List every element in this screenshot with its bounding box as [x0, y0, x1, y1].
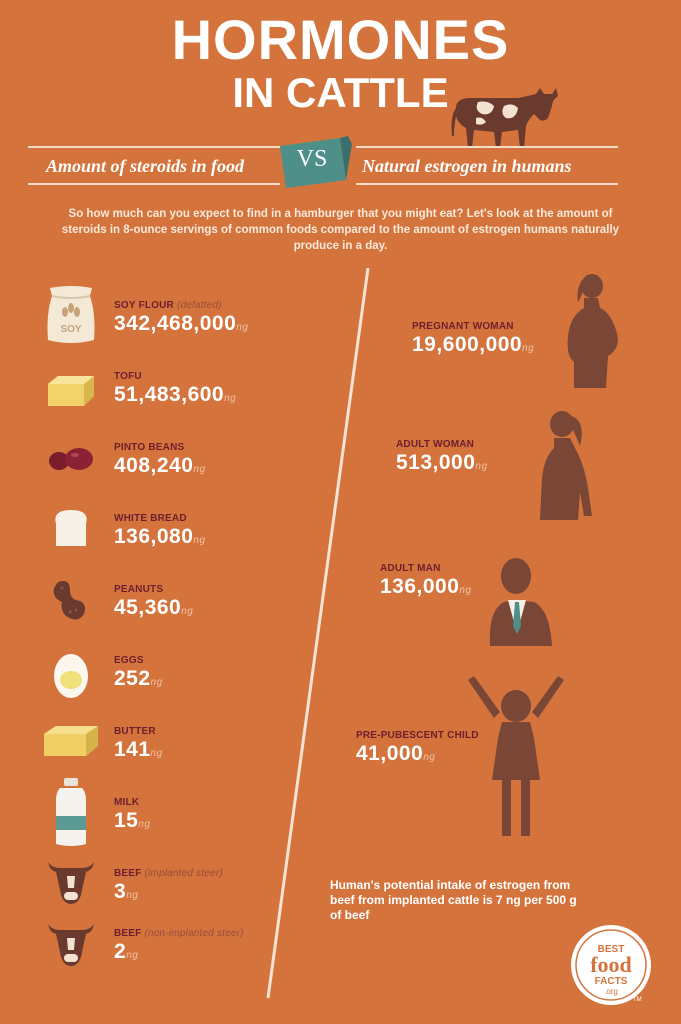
svg-text:.org: .org	[604, 987, 618, 996]
human-value-pregnant-woman: 19,600,000ng	[412, 333, 535, 356]
subtitle-rule-right-bottom	[356, 183, 618, 185]
tofu-icon	[48, 376, 94, 406]
cow-icon	[451, 88, 558, 148]
vs-label: VS	[296, 146, 328, 172]
food-value-beef-non-implanted: 2ng	[114, 940, 139, 963]
adult-man-silhouette-icon	[489, 558, 552, 646]
human-value-adult-man: 136,000ng	[380, 575, 472, 598]
food-value-beef-implanted: 3ng	[114, 880, 139, 903]
pregnant-woman-silhouette-icon	[567, 274, 618, 388]
food-value-butter: 141ng	[114, 738, 163, 761]
egg-icon	[54, 654, 88, 698]
subtitle-steroids-in-food: Amount of steroids in food	[46, 156, 245, 176]
food-label-pinto-beans: PINTO BEANS	[114, 442, 185, 453]
food-label-eggs: EGGS	[114, 655, 144, 666]
pinto-beans-icon	[49, 448, 93, 470]
peanut-icon	[53, 581, 85, 620]
human-label-pre-pubescent-child: PRE-PUBESCENT CHILD	[356, 730, 479, 741]
unit-label: ng	[236, 322, 249, 333]
svg-text:SOY: SOY	[60, 324, 81, 335]
title-in-cattle: IN CATTLE	[232, 69, 449, 116]
svg-text:BEST: BEST	[598, 944, 625, 955]
footnote-beef-estrogen-intake: Human's potential intake of estrogen fro…	[330, 878, 577, 922]
food-label-milk: MILK	[114, 797, 140, 808]
subtitle-rule-left-bottom	[28, 183, 280, 185]
food-label-tofu: TOFU	[114, 371, 142, 382]
subtitle-rule-right-top	[356, 146, 618, 148]
steer-head-icon	[48, 862, 94, 904]
svg-text:FACTS: FACTS	[595, 976, 628, 987]
food-label-peanuts: PEANUTS	[114, 584, 164, 595]
food-value-eggs: 252ng	[114, 667, 163, 690]
child-silhouette-icon	[468, 676, 564, 836]
adult-woman-silhouette-icon	[540, 411, 592, 520]
logo-trademark: TM	[633, 997, 642, 1003]
food-label-beef-implanted: BEEF (implanted steer)	[114, 868, 223, 879]
food-value-white-bread: 136,080ng	[114, 525, 206, 548]
milk-jug-icon	[56, 778, 86, 846]
human-value-pre-pubescent-child: 41,000ng	[356, 742, 436, 765]
bread-slice-icon	[55, 510, 87, 546]
subtitle-rule-left-top	[28, 146, 280, 148]
food-label-white-bread: WHITE BREAD	[114, 513, 187, 524]
steer-head-icon	[48, 924, 94, 966]
food-value-soy-flour: 342,468,000ng	[114, 312, 249, 335]
food-value-pinto-beans: 408,240ng	[114, 454, 206, 477]
human-label-pregnant-woman: PREGNANT WOMAN	[412, 321, 514, 332]
svg-text:food: food	[590, 952, 632, 977]
food-note-soy-flour: (defatted)	[176, 300, 222, 311]
food-label-soy-flour: SOY FLOUR (defatted)	[114, 300, 222, 311]
column-divider	[266, 268, 370, 999]
soy-flour-bag-icon: SOY	[47, 286, 95, 343]
food-value-peanuts: 45,360ng	[114, 596, 194, 619]
intro-paragraph: So how much can you expect to find in a …	[61, 208, 620, 252]
food-value-tofu: 51,483,600ng	[114, 383, 237, 406]
butter-icon	[44, 726, 98, 756]
food-label-butter: BUTTER	[114, 726, 156, 737]
subtitle-natural-estrogen: Natural estrogen in humans	[362, 156, 572, 176]
food-label-beef-non-implanted: BEEF (non-implanted steer)	[114, 928, 244, 939]
human-label-adult-woman: ADULT WOMAN	[396, 439, 475, 450]
food-value-milk: 15ng	[114, 809, 151, 832]
title-hormones: HORMONES	[171, 8, 510, 71]
vs-badge	[280, 136, 352, 188]
food-note-beef-implanted: (implanted steer)	[144, 868, 223, 879]
best-food-facts-logo: BEST food FACTS .org	[571, 925, 651, 1005]
food-note-beef-non-implanted: (non-implanted steer)	[144, 928, 244, 939]
human-label-adult-man: ADULT MAN	[380, 563, 441, 574]
human-value-adult-woman: 513,000ng	[396, 451, 488, 474]
